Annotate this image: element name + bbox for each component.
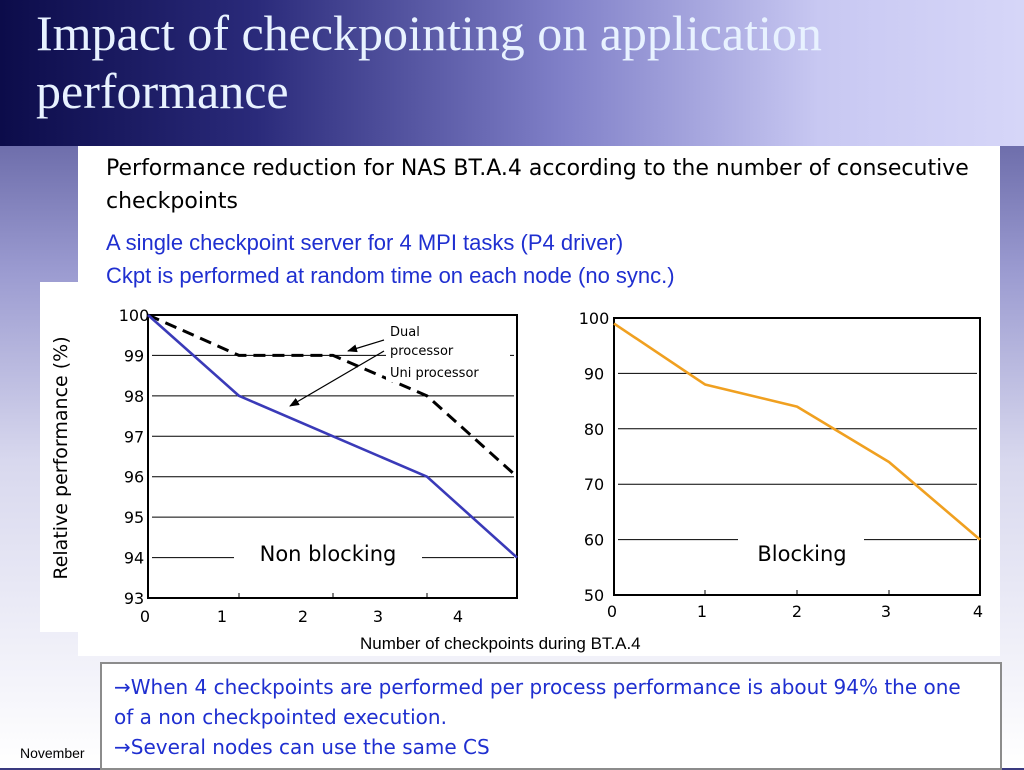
chart2-y-tick-label: 60 <box>584 531 604 550</box>
chart1-y-tick-label: 96 <box>124 468 144 487</box>
chart2-y-tick-label: 100 <box>579 309 610 328</box>
chart1-y-tick-label: 99 <box>124 346 144 365</box>
bullet-shared-cs: →Several nodes can use the same CS <box>114 732 490 762</box>
chart1-y-tick-label: 95 <box>124 508 144 527</box>
chart2-x-tick-label: 4 <box>973 602 983 621</box>
chart1-y-tick-label: 98 <box>124 387 144 406</box>
chart1-x-tick-label: 3 <box>373 607 383 626</box>
chart2-series-1-line <box>614 324 980 540</box>
chart2-x-tick-label: 0 <box>607 602 617 621</box>
chart1-x-tick-label: 1 <box>217 607 227 626</box>
chart2-tick-labels: 100 90 80 70 60 500 1 2 3 4 <box>579 309 983 621</box>
chart2-y-tick-label: 50 <box>584 586 604 605</box>
chart2-series <box>614 323 980 539</box>
chart1-y-tick-label: 100 <box>119 306 150 325</box>
chart2-title: Blocking <box>757 542 846 566</box>
arrow-to-dual-processor <box>348 340 384 351</box>
chart2-x-tick-label: 2 <box>792 602 802 621</box>
chart1-y-tick-label: 93 <box>124 589 144 608</box>
legend-dual-line2: processor <box>390 344 454 359</box>
chart1-y-tick-label: 97 <box>124 427 144 446</box>
chart1-x-tick-label: 2 <box>298 607 308 626</box>
legend-dual-line1: Dual <box>390 325 420 340</box>
chart2-gridlines <box>618 373 977 539</box>
chart2-y-tick-label: 90 <box>584 364 604 383</box>
legend-uni-processor: Uni processor <box>390 366 479 381</box>
arrow-to-uni-processor <box>290 351 384 406</box>
footer-date: November <box>20 745 85 761</box>
chart1-x-tick-label: 0 <box>140 607 150 626</box>
conclusion-box: →When 4 checkpoints are performed per pr… <box>100 662 1002 770</box>
bullet-94-percent: →When 4 checkpoints are performed per pr… <box>114 672 984 732</box>
chart1-y-tick-label: 94 <box>124 549 144 568</box>
chart2-x-tick-label: 3 <box>881 602 891 621</box>
chart2-y-tick-label: 70 <box>584 475 604 494</box>
chart2-y-tick-label: 80 <box>584 420 604 439</box>
chart2-x-tick-label: 1 <box>697 602 707 621</box>
chart1-x-tick-label: 4 <box>453 607 463 626</box>
chart1-title: Non blocking <box>260 542 397 566</box>
chart1-gridlines <box>152 355 514 557</box>
x-axis-label: Number of checkpoints during BT.A.4 <box>360 634 641 654</box>
